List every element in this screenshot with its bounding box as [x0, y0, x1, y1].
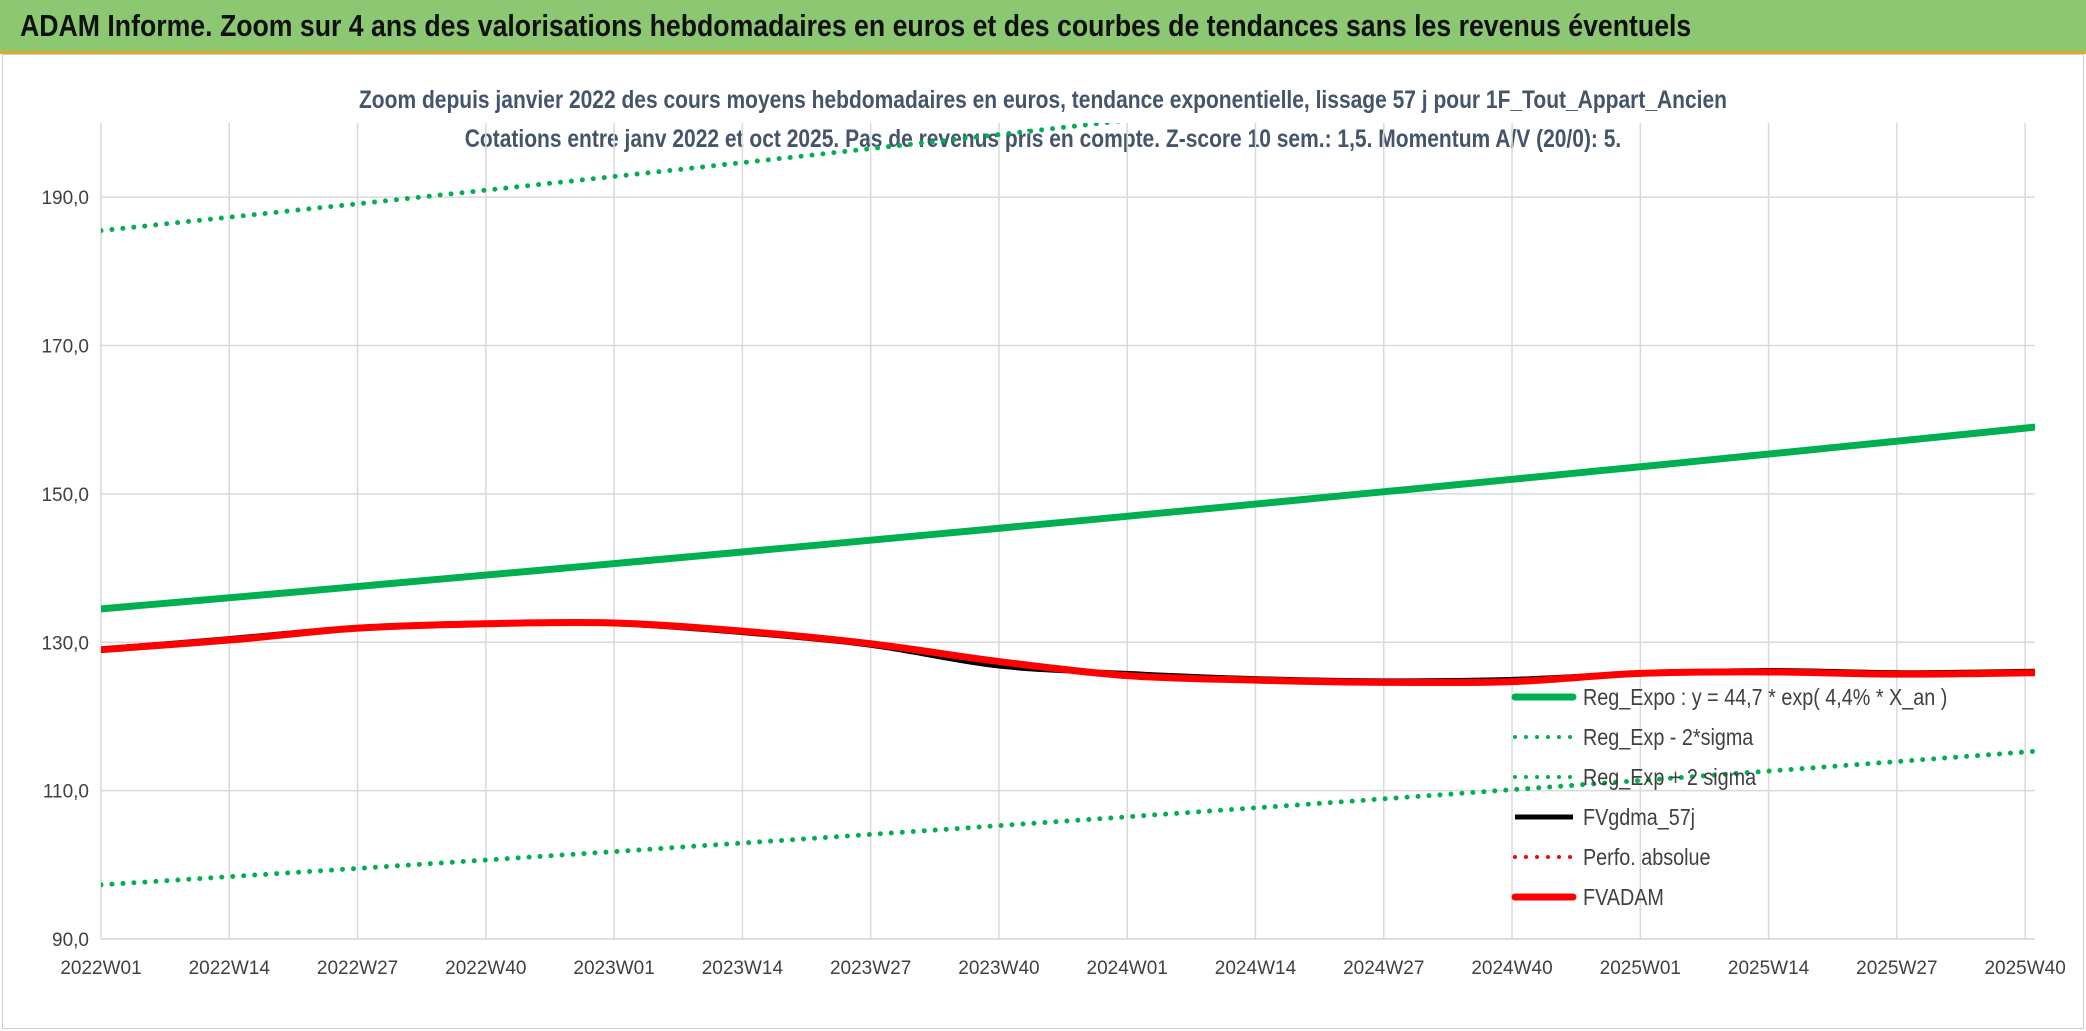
x-tick-label: 2022W27	[317, 958, 398, 979]
x-tick-label: 2025W27	[1856, 958, 1937, 979]
x-tick-label: 2023W14	[702, 958, 784, 979]
y-tick-label: 110,0	[43, 782, 89, 803]
chart-title: Zoom depuis janvier 2022 des cours moyen…	[359, 85, 1727, 113]
x-tick-label: 2024W27	[1343, 958, 1424, 979]
x-tick-label: 2022W01	[60, 958, 141, 979]
legend-label: FVADAM	[1583, 885, 1664, 911]
grid-lines	[101, 123, 2035, 940]
y-tick-label: 130,0	[41, 633, 89, 654]
series-reg-minus-2sigma	[101, 748, 2035, 888]
x-tick-label: 2025W01	[1600, 958, 1681, 979]
chart-svg: Zoom depuis janvier 2022 des cours moyen…	[41, 85, 2065, 979]
report-title: ADAM Informe. Zoom sur 4 ans des valoris…	[20, 8, 1692, 43]
x-tick-label: 2023W01	[573, 958, 654, 979]
x-tick-label: 2025W14	[1728, 958, 1810, 979]
legend-label: FVgdma_57j	[1583, 805, 1695, 831]
y-tick-label: 190,0	[41, 188, 89, 209]
legend-label: Reg_Exp - 2*sigma	[1583, 725, 1753, 751]
y-tick-label: 90,0	[52, 930, 89, 951]
y-tick-label: 170,0	[41, 337, 89, 358]
report-banner: ADAM Informe. Zoom sur 4 ans des valoris…	[0, 0, 2086, 54]
legend-label: Reg_Expo : y = 44,7 * exp( 4,4% * X_an )	[1583, 685, 1947, 711]
legend-label: Perfo. absolue	[1583, 845, 1710, 871]
series-fvadam	[101, 618, 2035, 687]
x-tick-label: 2025W40	[1984, 958, 2065, 979]
x-tick-label: 2024W01	[1087, 958, 1168, 979]
y-tick-label: 150,0	[41, 485, 89, 506]
plot-series	[101, 123, 2035, 888]
x-tick-label: 2024W40	[1471, 958, 1552, 979]
x-tick-label: 2023W27	[830, 958, 911, 979]
legend-label: Reg_Exp + 2 sigma	[1583, 765, 1756, 791]
series-reg-expo	[101, 423, 2035, 613]
x-tick-label: 2024W14	[1215, 958, 1297, 979]
x-tick-label: 2023W40	[958, 958, 1039, 979]
legend: Reg_Expo : y = 44,7 * exp( 4,4% * X_an )…	[1511, 685, 1947, 911]
chart-area: Zoom depuis janvier 2022 des cours moyen…	[2, 54, 2084, 1029]
x-tick-label: 2022W40	[445, 958, 526, 979]
x-tick-label: 2022W14	[189, 958, 271, 979]
